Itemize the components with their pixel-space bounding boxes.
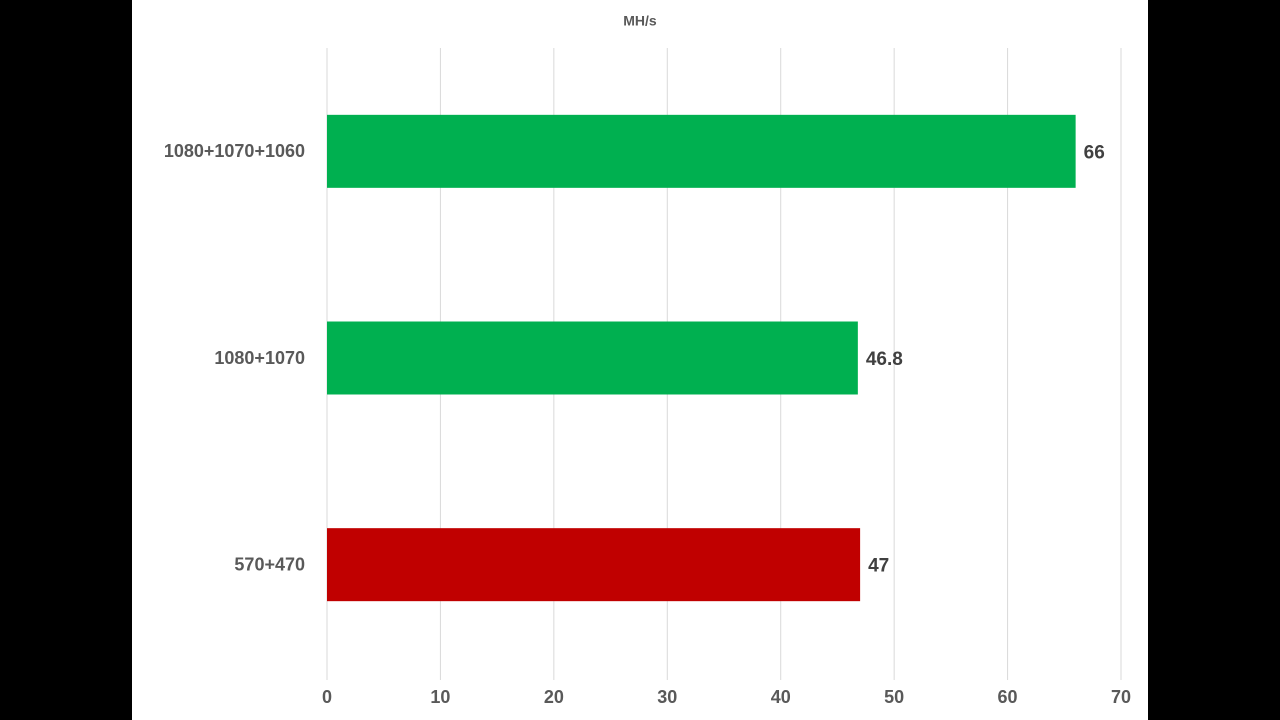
- data-label: 66: [1084, 142, 1105, 163]
- x-tick-label: 50: [884, 687, 904, 707]
- bar: [327, 321, 858, 395]
- y-tick-label: 1080+1070+1060: [164, 141, 305, 161]
- x-tick-label: 10: [430, 687, 450, 707]
- x-tick-label: 70: [1111, 687, 1131, 707]
- x-tick-label: 60: [998, 687, 1018, 707]
- bar: [327, 528, 861, 602]
- x-tick-label: 30: [657, 687, 677, 707]
- x-tick-label: 0: [322, 687, 332, 707]
- data-label: 47: [868, 556, 889, 577]
- y-tick-label: 570+470: [234, 554, 305, 574]
- bar: [327, 114, 1076, 188]
- chart-title: MH/s: [623, 13, 657, 29]
- x-tick-label: 40: [771, 687, 791, 707]
- x-tick-label: 20: [544, 687, 564, 707]
- y-tick-label: 1080+1070: [214, 348, 305, 368]
- data-label: 46.8: [866, 349, 903, 370]
